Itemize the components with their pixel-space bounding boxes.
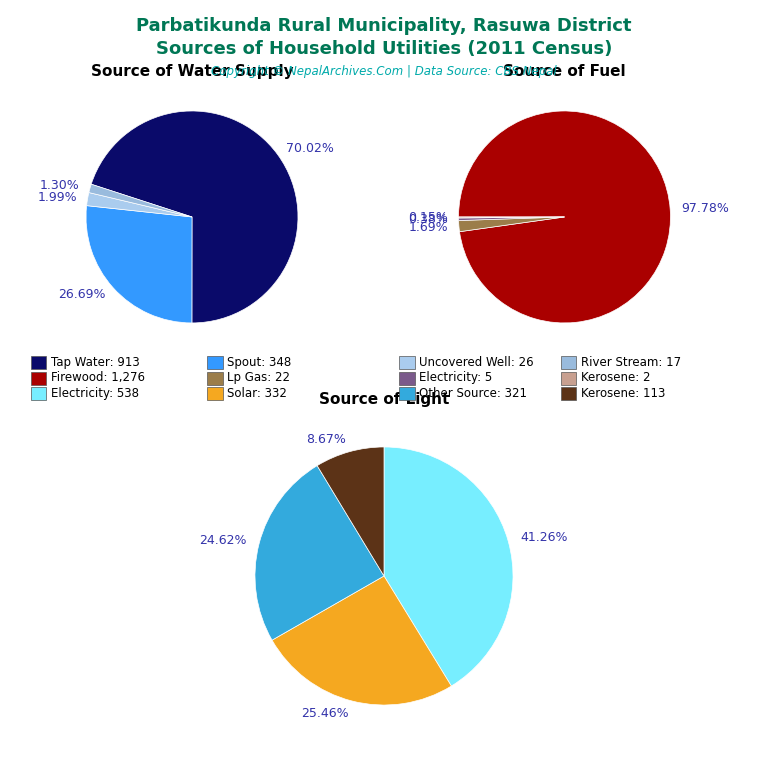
Text: 25.46%: 25.46% — [301, 707, 349, 720]
Text: Electricity: 538: Electricity: 538 — [51, 387, 139, 399]
Text: River Stream: 17: River Stream: 17 — [581, 356, 680, 369]
Text: Firewood: 1,276: Firewood: 1,276 — [51, 372, 144, 384]
Text: Other Source: 321: Other Source: 321 — [419, 387, 528, 399]
Text: Spout: 348: Spout: 348 — [227, 356, 292, 369]
Text: 0.38%: 0.38% — [408, 213, 448, 226]
Wedge shape — [458, 217, 564, 218]
Wedge shape — [86, 206, 192, 323]
Text: 70.02%: 70.02% — [286, 142, 334, 155]
Text: Copyright © NepalArchives.Com | Data Source: CBS Nepal: Copyright © NepalArchives.Com | Data Sou… — [211, 65, 557, 78]
Wedge shape — [87, 193, 192, 217]
Text: Sources of Household Utilities (2011 Census): Sources of Household Utilities (2011 Cen… — [156, 40, 612, 58]
Wedge shape — [272, 576, 452, 705]
Text: 1.30%: 1.30% — [40, 179, 80, 192]
Text: Solar: 332: Solar: 332 — [227, 387, 287, 399]
Text: 8.67%: 8.67% — [306, 433, 346, 445]
Text: Electricity: 5: Electricity: 5 — [419, 372, 492, 384]
Text: 97.78%: 97.78% — [680, 202, 729, 215]
Wedge shape — [384, 447, 513, 686]
Wedge shape — [317, 447, 384, 576]
Wedge shape — [89, 184, 192, 217]
Wedge shape — [458, 111, 670, 323]
Text: 1.69%: 1.69% — [409, 220, 449, 233]
Text: 0.15%: 0.15% — [408, 211, 448, 224]
Wedge shape — [458, 217, 564, 220]
Wedge shape — [458, 217, 564, 232]
Title: Source of Light: Source of Light — [319, 392, 449, 406]
Text: 26.69%: 26.69% — [58, 288, 105, 301]
Title: Source of Fuel: Source of Fuel — [503, 65, 626, 79]
Wedge shape — [255, 465, 384, 641]
Text: Uncovered Well: 26: Uncovered Well: 26 — [419, 356, 534, 369]
Text: Kerosene: 2: Kerosene: 2 — [581, 372, 650, 384]
Text: Parbatikunda Rural Municipality, Rasuwa District: Parbatikunda Rural Municipality, Rasuwa … — [136, 17, 632, 35]
Text: Kerosene: 113: Kerosene: 113 — [581, 387, 665, 399]
Wedge shape — [91, 111, 298, 323]
Text: 41.26%: 41.26% — [521, 531, 568, 544]
Text: 24.62%: 24.62% — [199, 534, 247, 547]
Text: 1.99%: 1.99% — [38, 190, 77, 204]
Text: Tap Water: 913: Tap Water: 913 — [51, 356, 140, 369]
Title: Source of Water Supply: Source of Water Supply — [91, 65, 293, 79]
Text: Lp Gas: 22: Lp Gas: 22 — [227, 372, 290, 384]
